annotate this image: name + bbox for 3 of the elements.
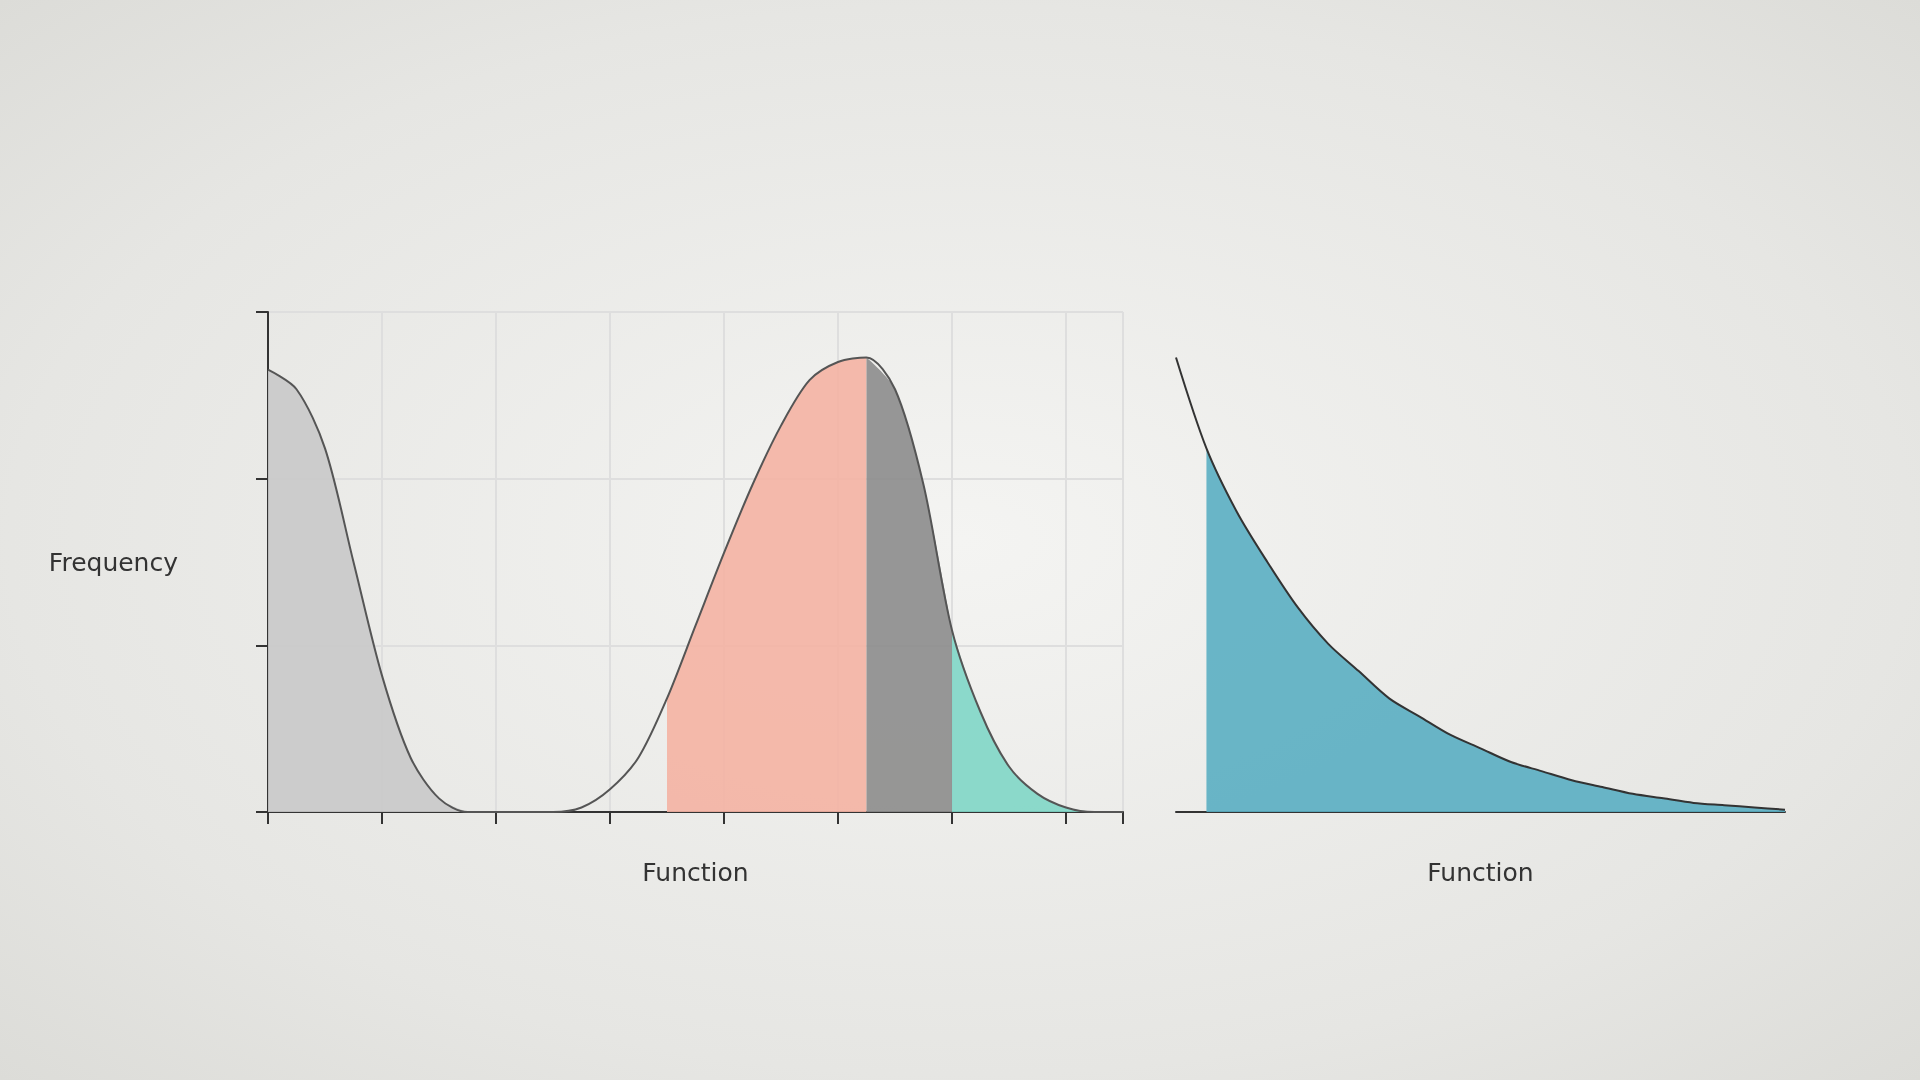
x-axis-title: Function [1427, 858, 1534, 887]
x-axis-title: Function [642, 858, 749, 887]
y-axis-title: Frequency [48, 547, 179, 577]
